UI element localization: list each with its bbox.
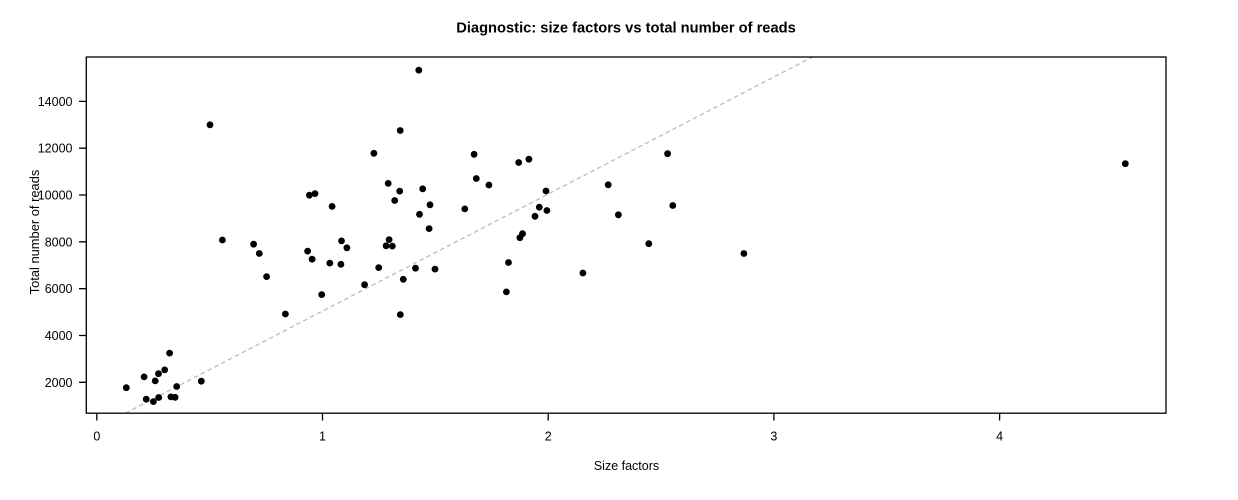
svg-text:8000: 8000 [45, 235, 73, 249]
svg-text:4000: 4000 [45, 329, 73, 343]
svg-text:14000: 14000 [38, 95, 73, 109]
svg-text:12000: 12000 [38, 142, 73, 156]
svg-text:0: 0 [93, 430, 100, 444]
svg-text:Diagnostic: size factors vs to: Diagnostic: size factors vs total number… [456, 20, 796, 36]
svg-text:2: 2 [545, 430, 552, 444]
svg-text:4: 4 [996, 430, 1003, 444]
svg-text:10000: 10000 [38, 189, 73, 203]
svg-text:Size factors: Size factors [594, 459, 659, 473]
svg-text:Total number of reads: Total number of reads [27, 170, 42, 295]
svg-text:2000: 2000 [45, 376, 73, 390]
svg-text:1: 1 [319, 430, 326, 444]
svg-text:3: 3 [770, 430, 777, 444]
svg-text:6000: 6000 [45, 282, 73, 296]
